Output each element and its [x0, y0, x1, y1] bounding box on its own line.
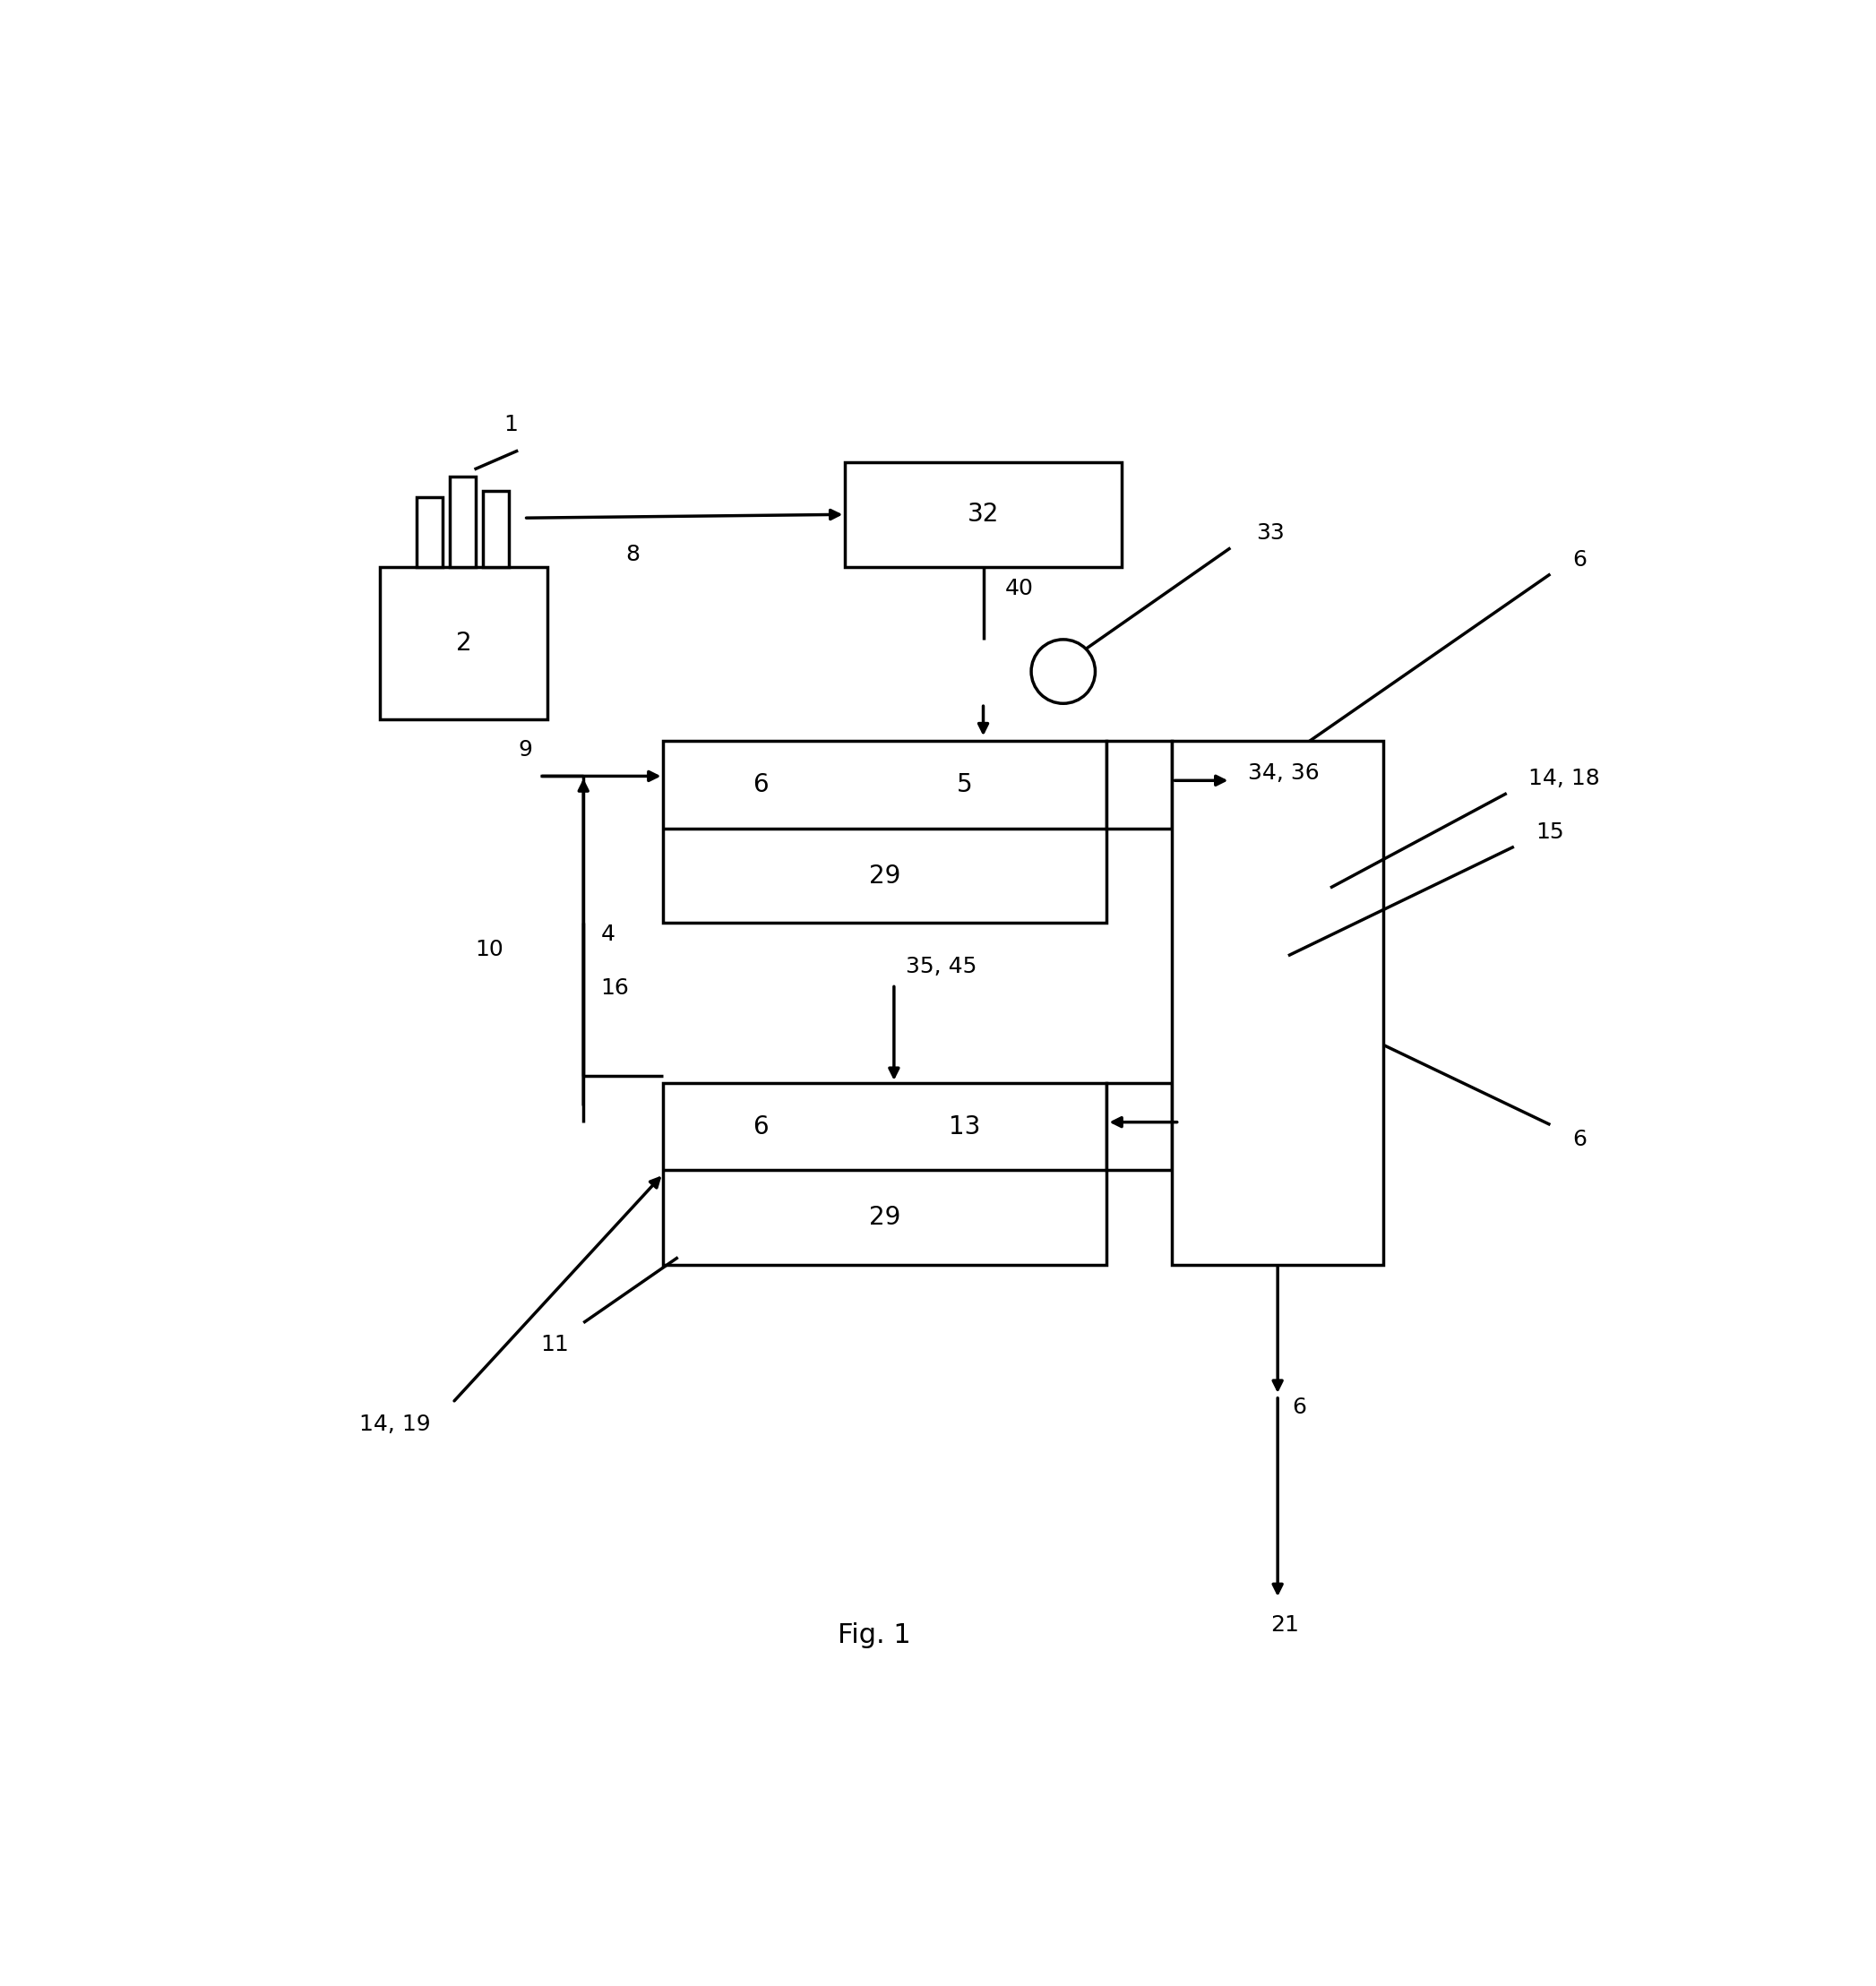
- Text: 29: 29: [869, 864, 900, 888]
- Text: 29: 29: [869, 1206, 900, 1229]
- Text: 13: 13: [949, 1114, 981, 1140]
- Text: 6: 6: [1293, 1396, 1306, 1418]
- Bar: [664, 741, 1107, 923]
- Text: 40: 40: [1006, 578, 1034, 600]
- Bar: [379, 566, 548, 719]
- Text: Fig. 1: Fig. 1: [837, 1623, 912, 1648]
- Text: 1: 1: [503, 413, 518, 435]
- Bar: [484, 491, 508, 566]
- Text: 34, 36: 34, 36: [1248, 763, 1319, 784]
- Text: 11: 11: [540, 1335, 568, 1354]
- Text: 35, 45: 35, 45: [906, 955, 977, 977]
- Text: 16: 16: [600, 977, 630, 999]
- Bar: [1107, 1082, 1172, 1170]
- Bar: [1107, 741, 1172, 828]
- Text: 6: 6: [1572, 548, 1587, 570]
- Bar: [1172, 741, 1383, 1265]
- Text: 10: 10: [475, 939, 503, 959]
- Text: 33: 33: [1257, 522, 1285, 544]
- Text: 6: 6: [752, 1114, 769, 1140]
- Text: 14, 18: 14, 18: [1529, 769, 1600, 790]
- Bar: [416, 496, 443, 566]
- Bar: [450, 477, 477, 566]
- Bar: [664, 1082, 1107, 1265]
- Text: 14, 19: 14, 19: [360, 1414, 431, 1436]
- Text: 2: 2: [456, 632, 471, 655]
- Text: 6: 6: [1572, 1128, 1587, 1150]
- Text: 21: 21: [1270, 1615, 1300, 1636]
- Text: 32: 32: [968, 502, 1000, 526]
- Text: 8: 8: [625, 544, 640, 566]
- Bar: [844, 463, 1122, 566]
- Text: 5: 5: [957, 773, 974, 798]
- Text: 9: 9: [518, 739, 533, 761]
- Text: 15: 15: [1536, 822, 1565, 842]
- Text: 4: 4: [600, 923, 615, 945]
- Text: 6: 6: [752, 773, 769, 798]
